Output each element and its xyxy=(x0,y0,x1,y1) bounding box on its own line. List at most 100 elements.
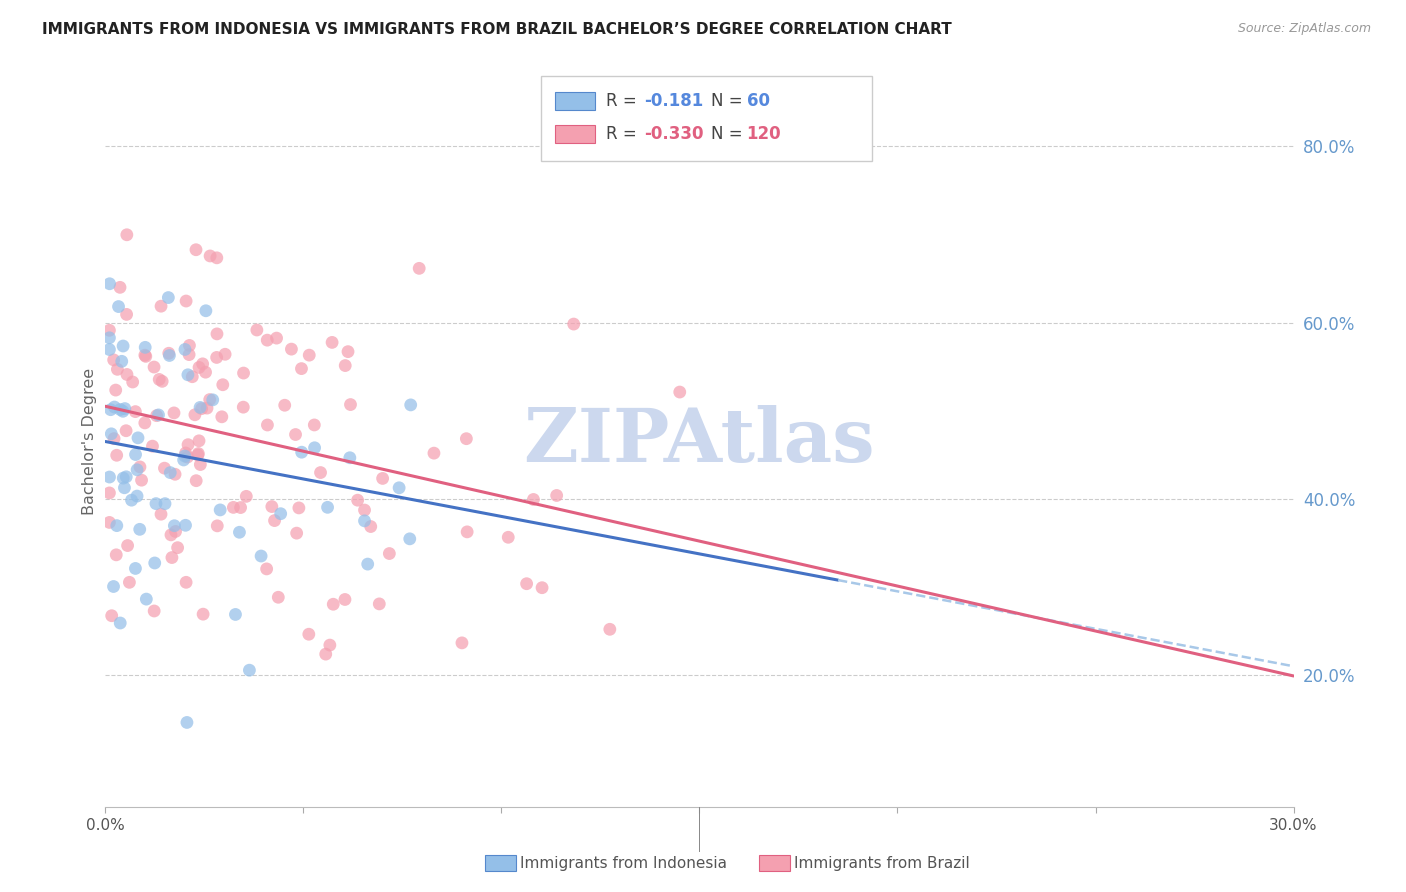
Point xyxy=(159,466,181,480)
Point xyxy=(274,398,297,412)
Y-axis label: Bachelor's Degree: Bachelor's Degree xyxy=(82,368,97,515)
Point xyxy=(163,518,186,533)
Point xyxy=(127,463,149,477)
Point xyxy=(378,547,401,561)
Point xyxy=(150,374,173,388)
Point xyxy=(322,597,344,611)
Point xyxy=(103,352,125,367)
Point xyxy=(371,471,394,485)
Point xyxy=(115,227,138,242)
Point xyxy=(232,400,254,414)
Point xyxy=(150,507,173,521)
Point xyxy=(360,519,382,533)
Point xyxy=(176,715,198,730)
Point xyxy=(353,514,375,528)
Text: N =: N = xyxy=(711,92,748,110)
Point xyxy=(319,638,342,652)
Point xyxy=(107,300,129,314)
Point xyxy=(111,354,134,368)
Point xyxy=(165,467,187,482)
Point xyxy=(496,530,519,544)
Point xyxy=(112,339,135,353)
Point xyxy=(190,458,212,472)
Point xyxy=(211,377,233,392)
Point xyxy=(176,450,198,464)
Point xyxy=(115,424,138,438)
Point xyxy=(339,450,361,465)
Point xyxy=(270,507,292,521)
Text: IMMIGRANTS FROM INDONESIA VS IMMIGRANTS FROM BRAZIL BACHELOR’S DEGREE CORRELATIO: IMMIGRANTS FROM INDONESIA VS IMMIGRANTS … xyxy=(42,22,952,37)
Point xyxy=(546,488,568,502)
Point xyxy=(174,575,197,590)
Point xyxy=(110,402,132,417)
Point xyxy=(408,261,430,276)
Point xyxy=(103,580,125,594)
Point xyxy=(98,331,121,345)
Point xyxy=(115,307,138,321)
Point xyxy=(166,541,188,555)
Point xyxy=(98,323,121,337)
Point xyxy=(222,500,245,515)
Point xyxy=(105,362,128,376)
Point xyxy=(114,481,136,495)
Point xyxy=(153,497,176,511)
Point xyxy=(291,445,314,459)
Point xyxy=(188,360,211,375)
Point xyxy=(160,528,183,542)
Point xyxy=(143,556,166,570)
Point xyxy=(562,317,585,331)
Text: R =: R = xyxy=(606,125,643,143)
Point xyxy=(309,466,332,480)
Point xyxy=(398,532,420,546)
Point xyxy=(121,493,143,508)
Point xyxy=(115,368,138,382)
Point xyxy=(195,401,218,415)
Point xyxy=(284,427,307,442)
Point xyxy=(451,636,474,650)
Text: N =: N = xyxy=(711,125,748,143)
Point xyxy=(353,503,375,517)
Point xyxy=(173,449,195,463)
Point xyxy=(179,338,201,352)
Point xyxy=(333,592,356,607)
Point xyxy=(105,518,128,533)
Point xyxy=(194,365,217,379)
Point xyxy=(229,500,252,515)
Point xyxy=(135,592,157,607)
Point xyxy=(105,548,128,562)
Point xyxy=(246,323,269,337)
Point xyxy=(191,357,214,371)
Point xyxy=(599,622,621,636)
Point xyxy=(157,346,180,360)
Point xyxy=(205,326,228,341)
Point xyxy=(188,401,211,415)
Point xyxy=(141,439,163,453)
Point xyxy=(125,489,148,503)
Point xyxy=(111,404,134,418)
Point xyxy=(110,615,132,630)
Point xyxy=(163,406,186,420)
Point xyxy=(205,351,228,365)
Point xyxy=(174,343,197,357)
Point xyxy=(321,335,343,350)
Point xyxy=(285,526,308,541)
Text: Immigrants from Indonesia: Immigrants from Indonesia xyxy=(520,856,727,871)
Point xyxy=(135,350,157,364)
Point xyxy=(112,471,135,485)
Point xyxy=(256,417,278,432)
Point xyxy=(131,473,153,487)
Point xyxy=(186,474,208,488)
Point xyxy=(98,516,121,530)
Point xyxy=(280,342,302,356)
Point xyxy=(181,369,204,384)
Text: Immigrants from Brazil: Immigrants from Brazil xyxy=(794,856,970,871)
Text: R =: R = xyxy=(606,92,643,110)
Point xyxy=(187,448,209,462)
Point xyxy=(456,524,478,539)
Point xyxy=(124,561,146,575)
Point xyxy=(522,492,544,507)
Point xyxy=(214,347,236,361)
Point xyxy=(232,366,254,380)
Point xyxy=(104,383,127,397)
Point xyxy=(184,408,207,422)
